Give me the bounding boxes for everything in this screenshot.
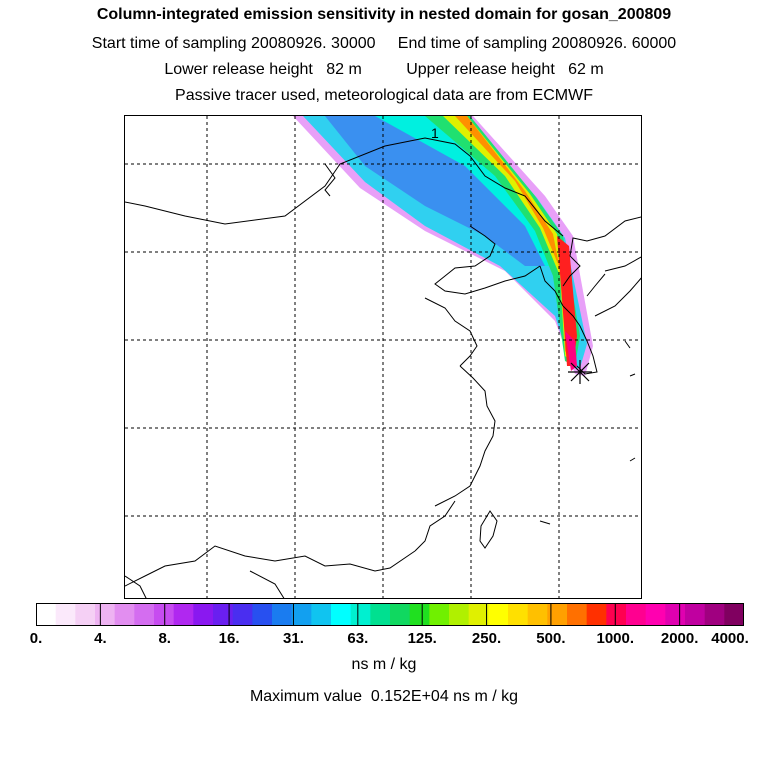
release-site-star-icon [568, 360, 592, 384]
map-svg: 1 [125, 116, 641, 598]
colorbar-tick-label: 8. [158, 630, 171, 647]
colorbar-cell [527, 603, 548, 626]
colorbar-cell [409, 603, 430, 626]
colorbar-cell [75, 603, 96, 626]
sensitivity-plume [293, 116, 593, 376]
map-title: Column-integrated emission sensitivity i… [96, 6, 672, 23]
colorbar-tick-label: 0. [29, 630, 43, 647]
contour-label: 1 [431, 125, 439, 141]
colorbar-cell [626, 603, 647, 626]
colorbar-tick-label: 250. [471, 630, 502, 647]
colorbar-tick-label: 500. [536, 630, 566, 647]
colorbar-cell [665, 603, 686, 626]
colorbar-cell [154, 603, 175, 626]
colorbar-cell [213, 603, 234, 626]
colorbar-cell [95, 603, 116, 626]
model-info-line: Passive tracer used, meteorological data… [175, 87, 593, 104]
colorbar-cell [55, 603, 76, 626]
colorbar-cell [429, 603, 450, 626]
graticule [125, 116, 641, 598]
colorbar-tick-label: 63. [347, 630, 369, 647]
colorbar-cell [350, 603, 371, 626]
colorbar-tick-label: 2000. [660, 630, 699, 647]
colorbar-cell [567, 603, 588, 626]
colorbar-cell [468, 603, 489, 626]
colorbar-cell [390, 603, 411, 626]
colorbar-cell [586, 603, 607, 626]
colorbar-cell [311, 603, 332, 626]
colorbar-cell [488, 603, 509, 626]
colorbar-cell [370, 603, 391, 626]
colorbar-cell [547, 603, 568, 626]
colorbar-cell [449, 603, 470, 626]
colorbar-cells [36, 603, 744, 626]
colorbar-cell [193, 603, 214, 626]
colorbar-cell [272, 603, 293, 626]
colorbar-cell [685, 603, 706, 626]
colorbar-cell [645, 603, 666, 626]
colorbar [36, 603, 744, 626]
colorbar-units: ns m / kg [351, 656, 417, 673]
coastlines [125, 137, 641, 598]
colorbar-cell [114, 603, 135, 626]
colorbar-cell [36, 603, 57, 626]
sampling-time-line: Start time of sampling 20080926. 30000 E… [91, 35, 677, 52]
colorbar-cell [724, 603, 744, 626]
colorbar-tick-label: 1000. [596, 630, 635, 647]
colorbar-cell [291, 603, 312, 626]
colorbar-cell [252, 603, 273, 626]
colorbar-cell [704, 603, 725, 626]
maximum-value-text: Maximum value 0.152E+04 ns m / kg [249, 688, 519, 705]
colorbar-ticks [99, 603, 681, 626]
map-panel: 1 [124, 115, 642, 599]
colorbar-tick-label: 16. [218, 630, 240, 647]
colorbar-cell [606, 603, 627, 626]
colorbar-cell [173, 603, 194, 626]
colorbar-tick-label: 4000. [711, 630, 749, 647]
colorbar-cell [331, 603, 352, 626]
colorbar-cell [134, 603, 155, 626]
colorbar-tick-label: 4. [94, 630, 107, 647]
colorbar-cell [508, 603, 529, 626]
colorbar-tick-label: 31. [283, 630, 304, 647]
colorbar-tick-label: 125. [407, 630, 437, 647]
release-height-line: Lower release height 82 m Upper release … [164, 61, 604, 78]
colorbar-cell [232, 603, 253, 626]
